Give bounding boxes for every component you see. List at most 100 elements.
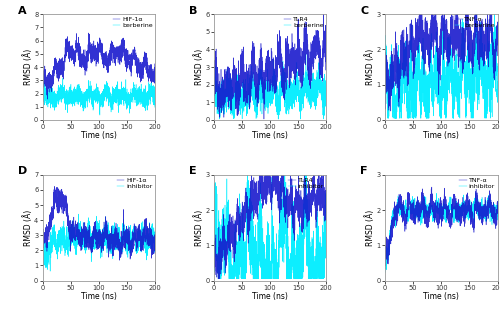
inhibitor (266, 277, 272, 281)
TNF-α (494, 31, 500, 35)
X-axis label: Time (ns): Time (ns) (81, 292, 116, 301)
inhibitor (149, 230, 155, 234)
Line: HIF-1α: HIF-1α (42, 33, 155, 99)
inhibitor (324, 201, 330, 205)
HIF-1α (128, 62, 134, 66)
berberine (434, 45, 440, 49)
berberine (92, 94, 98, 97)
HIF-1α (94, 60, 100, 64)
TNF-α (382, 76, 388, 80)
X-axis label: Time (ns): Time (ns) (252, 292, 288, 301)
inhibitor (92, 229, 98, 233)
TLR4 (300, 68, 306, 71)
Line: TLR4: TLR4 (214, 148, 326, 279)
Text: A: A (18, 6, 26, 16)
Legend: TLR4, berberine: TLR4, berberine (283, 16, 325, 29)
TNF-α (434, 41, 440, 45)
Y-axis label: RMSD (Å): RMSD (Å) (194, 210, 204, 246)
TLR4 (324, 57, 330, 61)
berberine (128, 96, 134, 100)
Line: inhibitor: inhibitor (385, 193, 498, 273)
X-axis label: Time (ns): Time (ns) (252, 132, 288, 140)
berberine (210, 77, 216, 81)
berberine (470, 103, 476, 107)
TLR4 (320, 50, 326, 54)
berberine (300, 101, 306, 105)
TLR4 (320, 189, 326, 193)
inhibitor (46, 252, 52, 256)
berberine (152, 90, 158, 94)
inhibitor (149, 222, 155, 226)
TLR4 (300, 209, 306, 213)
TNF-α (492, 59, 498, 63)
TNF-α (434, 211, 440, 215)
TNF-α (382, 255, 388, 259)
HIF-1α (86, 31, 92, 35)
HIF-1α (92, 50, 98, 54)
inhibitor (320, 277, 326, 281)
X-axis label: Time (ns): Time (ns) (81, 132, 116, 140)
HIF-1α (116, 258, 122, 262)
Y-axis label: RMSD (Å): RMSD (Å) (194, 49, 204, 85)
TNF-α (388, 231, 394, 235)
berberine (60, 76, 66, 80)
inhibitor (300, 256, 306, 260)
berberine (40, 89, 46, 93)
Text: D: D (18, 166, 27, 177)
inhibitor (94, 230, 100, 234)
TLR4 (266, 66, 272, 70)
TLR4 (261, 117, 267, 121)
inhibitor (128, 245, 134, 249)
Line: TNF-α: TNF-α (385, 0, 498, 111)
berberine (149, 85, 155, 89)
TLR4 (215, 277, 221, 281)
HIF-1α (40, 251, 46, 255)
Line: inhibitor: inhibitor (214, 154, 326, 279)
berberine (324, 84, 330, 88)
TNF-α (388, 80, 394, 83)
Text: B: B (189, 6, 198, 16)
TLR4 (266, 150, 272, 154)
berberine (262, 93, 268, 96)
HIF-1α (152, 229, 158, 232)
TLR4 (210, 269, 216, 273)
HIF-1α (149, 243, 155, 247)
inhibitor (302, 152, 308, 156)
Legend: TLR4, inhibitor: TLR4, inhibitor (288, 177, 325, 190)
Line: berberine: berberine (42, 78, 155, 115)
berberine (494, 80, 500, 84)
Legend: TNF-α, berberine: TNF-α, berberine (454, 16, 496, 29)
TLR4 (210, 73, 216, 77)
HIF-1α (45, 223, 51, 227)
berberine (474, 3, 480, 6)
Y-axis label: RMSD (Å): RMSD (Å) (23, 210, 32, 246)
TLR4 (262, 73, 268, 76)
TNF-α (492, 213, 498, 217)
berberine (97, 113, 103, 117)
HIF-1α (92, 231, 98, 235)
Legend: HIF-1α, berberine: HIF-1α, berberine (112, 16, 153, 29)
HIF-1α (46, 82, 52, 86)
inhibitor (470, 201, 476, 205)
berberine (492, 70, 498, 74)
inhibitor (492, 210, 498, 214)
inhibitor (472, 191, 478, 195)
HIF-1α (149, 67, 155, 71)
TLR4 (216, 115, 222, 119)
inhibitor (320, 256, 326, 260)
TNF-α (388, 109, 394, 113)
inhibitor (40, 273, 46, 277)
Text: C: C (360, 6, 368, 16)
berberine (320, 99, 326, 102)
inhibitor (492, 210, 498, 214)
TLR4 (324, 182, 330, 186)
HIF-1α (149, 73, 155, 76)
inhibitor (382, 264, 388, 268)
HIF-1α (40, 86, 46, 90)
inhibitor (434, 204, 440, 208)
berberine (45, 99, 51, 103)
Y-axis label: RMSD (Å): RMSD (Å) (23, 49, 32, 85)
HIF-1α (94, 232, 100, 236)
TLR4 (216, 239, 222, 243)
TNF-α (437, 214, 443, 217)
